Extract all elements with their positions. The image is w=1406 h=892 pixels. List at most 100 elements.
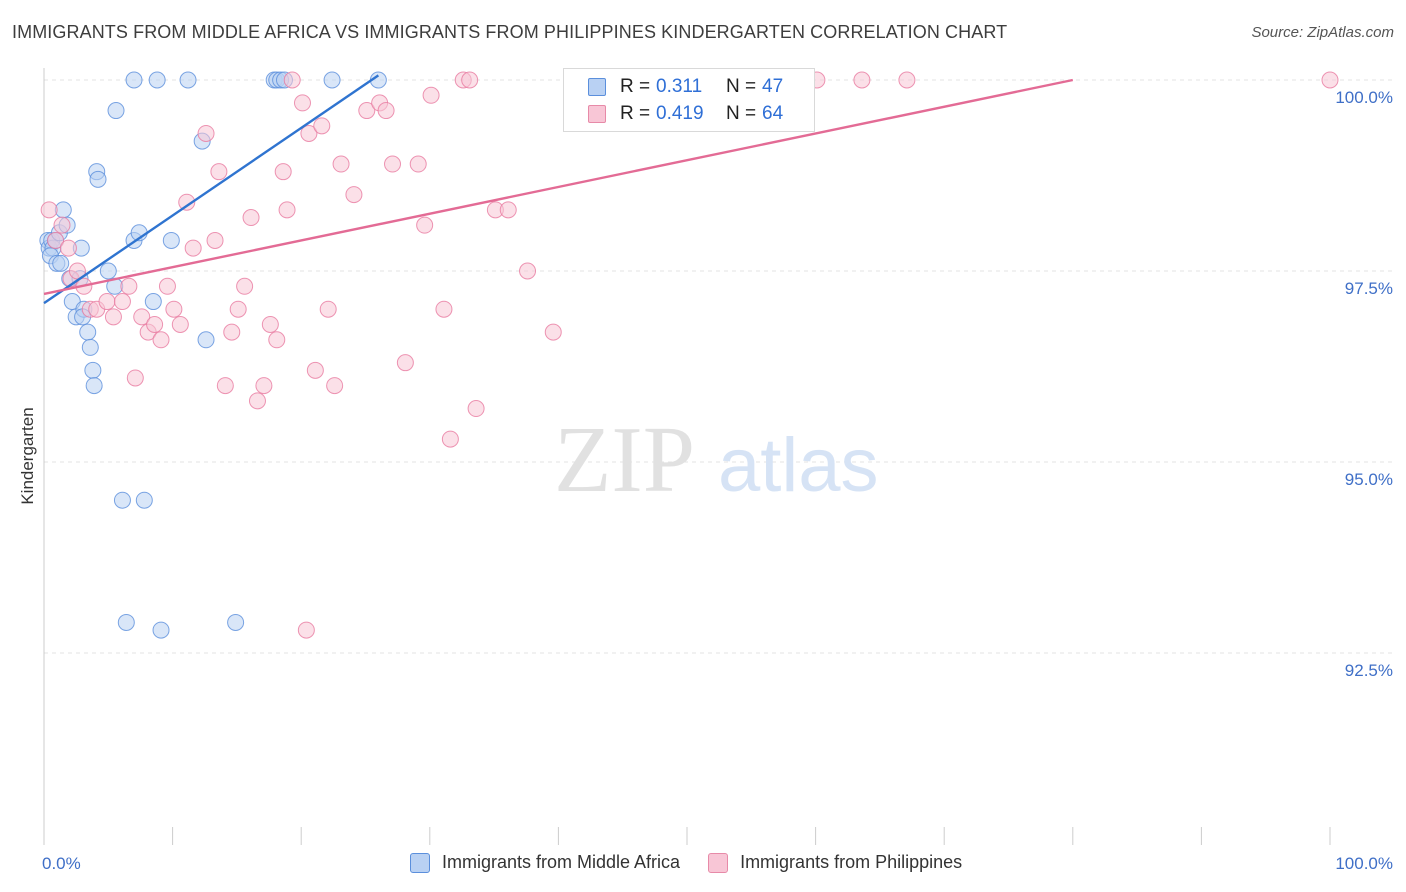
legend-r-label: R = [620,103,651,124]
series-label: Immigrants from Philippines [740,852,963,872]
series-label: Immigrants from Middle Africa [442,852,681,872]
philippines-point [297,621,315,639]
philippines-point [326,377,344,395]
middle-africa-point [179,71,197,89]
philippines-point [435,300,453,318]
middle-africa-point [99,262,117,280]
legend-n-value: 47 [762,76,784,97]
philippines-point [47,231,65,249]
middle-africa-point [162,231,180,249]
philippines-point [274,163,292,181]
philippines-point [171,315,189,333]
series-swatch-pink [708,852,729,873]
y-tick-labels: 100.0% 97.5% 95.0% 92.5% [1335,88,1393,680]
middle-africa-trend-line [43,74,380,305]
philippines-point [409,155,427,173]
philippines-point [1321,71,1339,89]
philippines-point [165,300,183,318]
philippines-point [499,201,517,219]
philippines-point [384,155,402,173]
watermark: ZIP atlas [554,408,879,512]
middle-africa-point [197,331,215,349]
middle-africa-point [148,71,166,89]
legend-swatch-blue [588,78,606,96]
middle-africa-point [84,361,102,379]
middle-africa-point [227,613,245,631]
y-tick-label: 92.5% [1345,661,1393,680]
philippines-point [178,193,196,211]
x-tick-label: 100.0% [1335,854,1393,873]
watermark-atlas: atlas [718,423,879,508]
philippines-point [278,201,296,219]
philippines-point [206,231,224,249]
philippines-point [126,369,144,387]
x-tick-label: 0.0% [42,854,81,873]
legend-row-philippines: R = 0.419 N = 64 [588,101,783,127]
philippines-point [441,430,459,448]
series-legend-middle-africa: Immigrants from Middle Africa [410,852,680,873]
philippines-point [306,361,324,379]
philippines-point [345,186,363,204]
middle-africa-point [107,102,125,120]
middle-africa-point [54,201,72,219]
philippines-point [120,277,138,295]
middle-africa-point [125,71,143,89]
philippines-point [519,262,537,280]
middle-africa-point [135,491,153,509]
philippines-point [98,293,116,311]
middle-africa-point [117,613,135,631]
legend-r-value: 0.311 [656,76,703,97]
philippines-point [216,377,234,395]
philippines-point [283,71,301,89]
philippines-point [377,102,395,120]
philippines-point [293,94,311,112]
middle-africa-point [52,254,70,272]
legend-n-label: N = [726,76,757,97]
chart-title: IMMIGRANTS FROM MIDDLE AFRICA VS IMMIGRA… [12,22,1008,42]
philippines-point [242,209,260,227]
philippines-point [268,331,286,349]
legend-r-value: 0.419 [656,103,704,124]
middle-africa-point [113,491,131,509]
philippines-point [396,354,414,372]
y-tick-label: 97.5% [1345,279,1393,298]
legend-r-label: R = [620,76,651,97]
philippines-point [313,117,331,135]
philippines-point [898,71,916,89]
data-points [39,71,1339,639]
middle-africa-point [323,71,341,89]
philippines-point [53,216,71,234]
philippines-point [255,377,273,395]
philippines-point [461,71,479,89]
axes [43,68,1331,845]
philippines-point [358,102,376,120]
philippines-point [416,216,434,234]
philippines-point [229,300,247,318]
middle-africa-point [81,338,99,356]
philippines-point [40,201,58,219]
trend-lines [43,74,1074,305]
legend-n-value: 64 [762,103,784,124]
philippines-point [248,392,266,410]
philippines-point [261,315,279,333]
philippines-point [467,400,485,418]
philippines-point [544,323,562,341]
watermark-zip: ZIP [554,408,695,512]
philippines-point [422,86,440,104]
middle-africa-point [85,377,103,395]
philippines-point [184,239,202,257]
philippines-point [113,293,131,311]
legend-swatch-pink [588,105,606,123]
philippines-trend-line [43,78,1074,296]
correlation-legend: R = 0.311 N = 47 R = 0.419 N = 64 [563,68,815,132]
middle-africa-point [144,293,162,311]
philippines-point [332,155,350,173]
philippines-point [210,163,228,181]
middle-africa-point [89,170,107,188]
philippines-point [197,124,215,142]
philippines-point [223,323,241,341]
philippines-point [300,124,318,142]
philippines-point [104,308,122,326]
y-tick-label: 100.0% [1335,88,1393,107]
middle-africa-point [79,323,97,341]
